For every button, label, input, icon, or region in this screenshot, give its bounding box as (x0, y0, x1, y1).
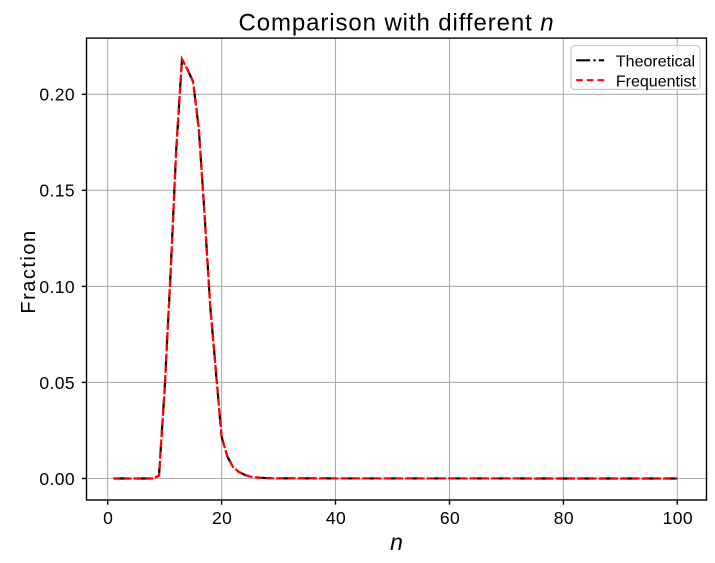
svg-text:n: n (390, 529, 403, 555)
svg-text:0.05: 0.05 (39, 373, 75, 393)
svg-text:80: 80 (554, 508, 574, 528)
svg-text:Theoretical: Theoretical (616, 53, 695, 70)
svg-text:0: 0 (103, 508, 113, 528)
svg-text:20: 20 (212, 508, 232, 528)
svg-text:Comparison with different n: Comparison with different n (238, 9, 554, 36)
svg-text:0.10: 0.10 (39, 277, 75, 297)
svg-text:40: 40 (326, 508, 346, 528)
svg-text:Fraction: Fraction (18, 229, 40, 313)
svg-text:0.15: 0.15 (39, 181, 75, 201)
svg-text:0.20: 0.20 (39, 85, 75, 105)
svg-text:0.00: 0.00 (39, 469, 75, 489)
svg-text:60: 60 (440, 508, 460, 528)
svg-text:Frequentist: Frequentist (616, 73, 697, 90)
svg-text:100: 100 (663, 508, 693, 528)
